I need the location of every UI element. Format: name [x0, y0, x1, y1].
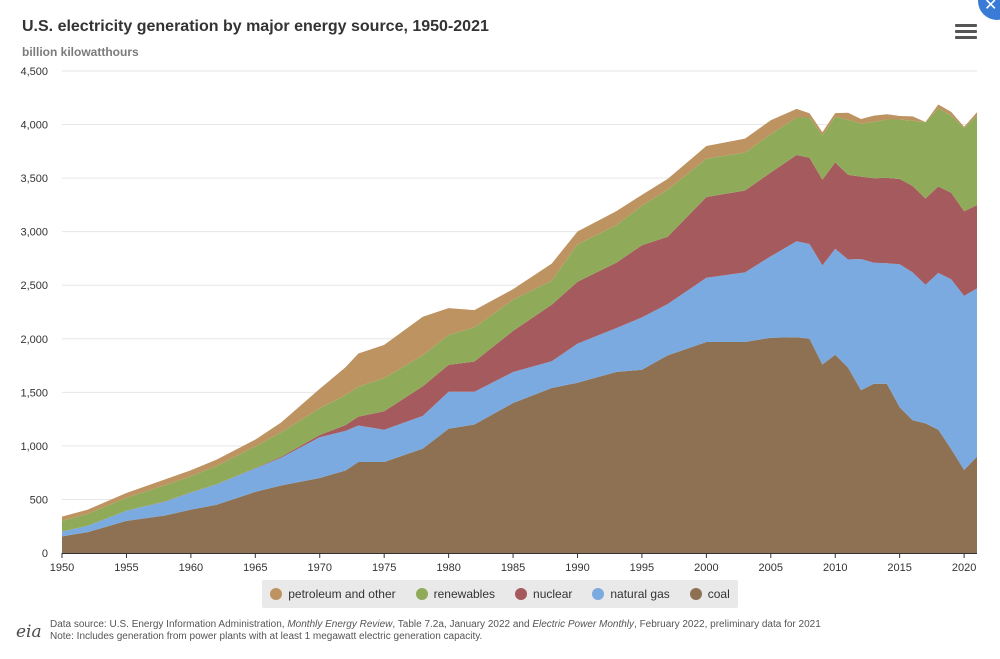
source-prefix: Data source: U.S. Energy Information Adm… [50, 619, 288, 630]
x-tick-label: 2020 [952, 562, 976, 574]
legend-swatch-renewables [415, 588, 428, 600]
legend-item-coal[interactable]: coal [689, 587, 730, 601]
area-series [62, 104, 977, 553]
legend-swatch-petroleum [270, 588, 283, 600]
legend-label-renewables: renewables [433, 587, 496, 601]
x-tick-label: 2010 [823, 562, 847, 574]
x-tick-label: 2000 [694, 562, 718, 574]
legend-swatch-natural-gas [592, 588, 605, 600]
x-tick-label: 1970 [308, 562, 332, 574]
legend-item-natural-gas[interactable]: natural gas [592, 587, 670, 601]
note-line: Note: Includes generation from power pla… [50, 631, 483, 642]
legend-swatch-nuclear [515, 588, 528, 600]
source-mid: , Table 7.2a, January 2022 and [392, 619, 533, 630]
y-axis-unit-label: billion kilowatthours [22, 45, 139, 59]
area-natural-gas[interactable] [62, 241, 977, 537]
area-nuclear[interactable] [62, 155, 977, 532]
y-tick-label: 4,500 [20, 66, 48, 78]
chart-title: U.S. electricity generation by major ene… [22, 18, 489, 35]
legend-label-nuclear: nuclear [533, 587, 573, 601]
axes: 0 500 1,000 1,500 2,000 2,500 3,000 3,500 4,000 4… [20, 66, 977, 574]
stacked-area-chart: 0 500 1,000 1,500 2,000 2,500 3,000 3,500 4,000 4… [20, 66, 977, 574]
x-tick-label: 1985 [501, 562, 525, 574]
x-tick-label: 2015 [887, 562, 911, 574]
y-tick-label: 0 [42, 548, 48, 560]
y-tick-label: 2,000 [20, 334, 48, 346]
area-petroleum-and-other[interactable] [62, 104, 977, 521]
x-tick-label: 2005 [759, 562, 783, 574]
x-tick-label: 1955 [114, 562, 138, 574]
area-renewables[interactable] [62, 108, 977, 532]
y-tick-label: 2,500 [20, 280, 48, 292]
y-tick-label: 500 [30, 494, 48, 506]
x-tick-label: 1965 [243, 562, 267, 574]
x-tick-label: 1950 [50, 562, 74, 574]
x-tick-label: 1960 [179, 562, 203, 574]
x-tick-label: 1975 [372, 562, 396, 574]
legend-label-petroleum: petroleum and other [288, 587, 396, 601]
data-source-line: Data source: U.S. Energy Information Adm… [50, 619, 821, 631]
y-tick-label: 3,000 [20, 227, 48, 239]
source-pub-mer: Monthly Energy Review [287, 619, 393, 630]
hamburger-menu-icon[interactable] [955, 24, 977, 42]
y-tick-label: 1,000 [20, 441, 48, 453]
close-icon[interactable]: ✕ [978, 0, 1000, 20]
eia-logo: eia [16, 622, 42, 642]
source-suffix: , February 2022, preliminary data for 20… [634, 619, 821, 630]
area-coal[interactable] [62, 337, 977, 553]
x-tick-label: 1980 [436, 562, 460, 574]
legend-swatch-coal [689, 588, 702, 600]
legend-item-nuclear[interactable]: nuclear [515, 587, 572, 601]
x-tick-label: 1995 [630, 562, 654, 574]
y-tick-label: 4,000 [20, 120, 48, 132]
footer-notes: Data source: U.S. Energy Information Adm… [50, 619, 821, 643]
source-pub-epm: Electric Power Monthly [532, 619, 635, 630]
y-tick-label: 3,500 [20, 173, 48, 185]
x-tick-label: 1990 [565, 562, 589, 574]
legend-item-petroleum[interactable]: petroleum and other [270, 587, 396, 601]
legend-label-natural-gas: natural gas [610, 587, 670, 601]
chart-legend: petroleum and other renewables nuclear n… [262, 580, 738, 608]
y-tick-label: 1,500 [20, 387, 48, 399]
legend-item-renewables[interactable]: renewables [415, 587, 496, 601]
legend-label-coal: coal [707, 587, 730, 601]
